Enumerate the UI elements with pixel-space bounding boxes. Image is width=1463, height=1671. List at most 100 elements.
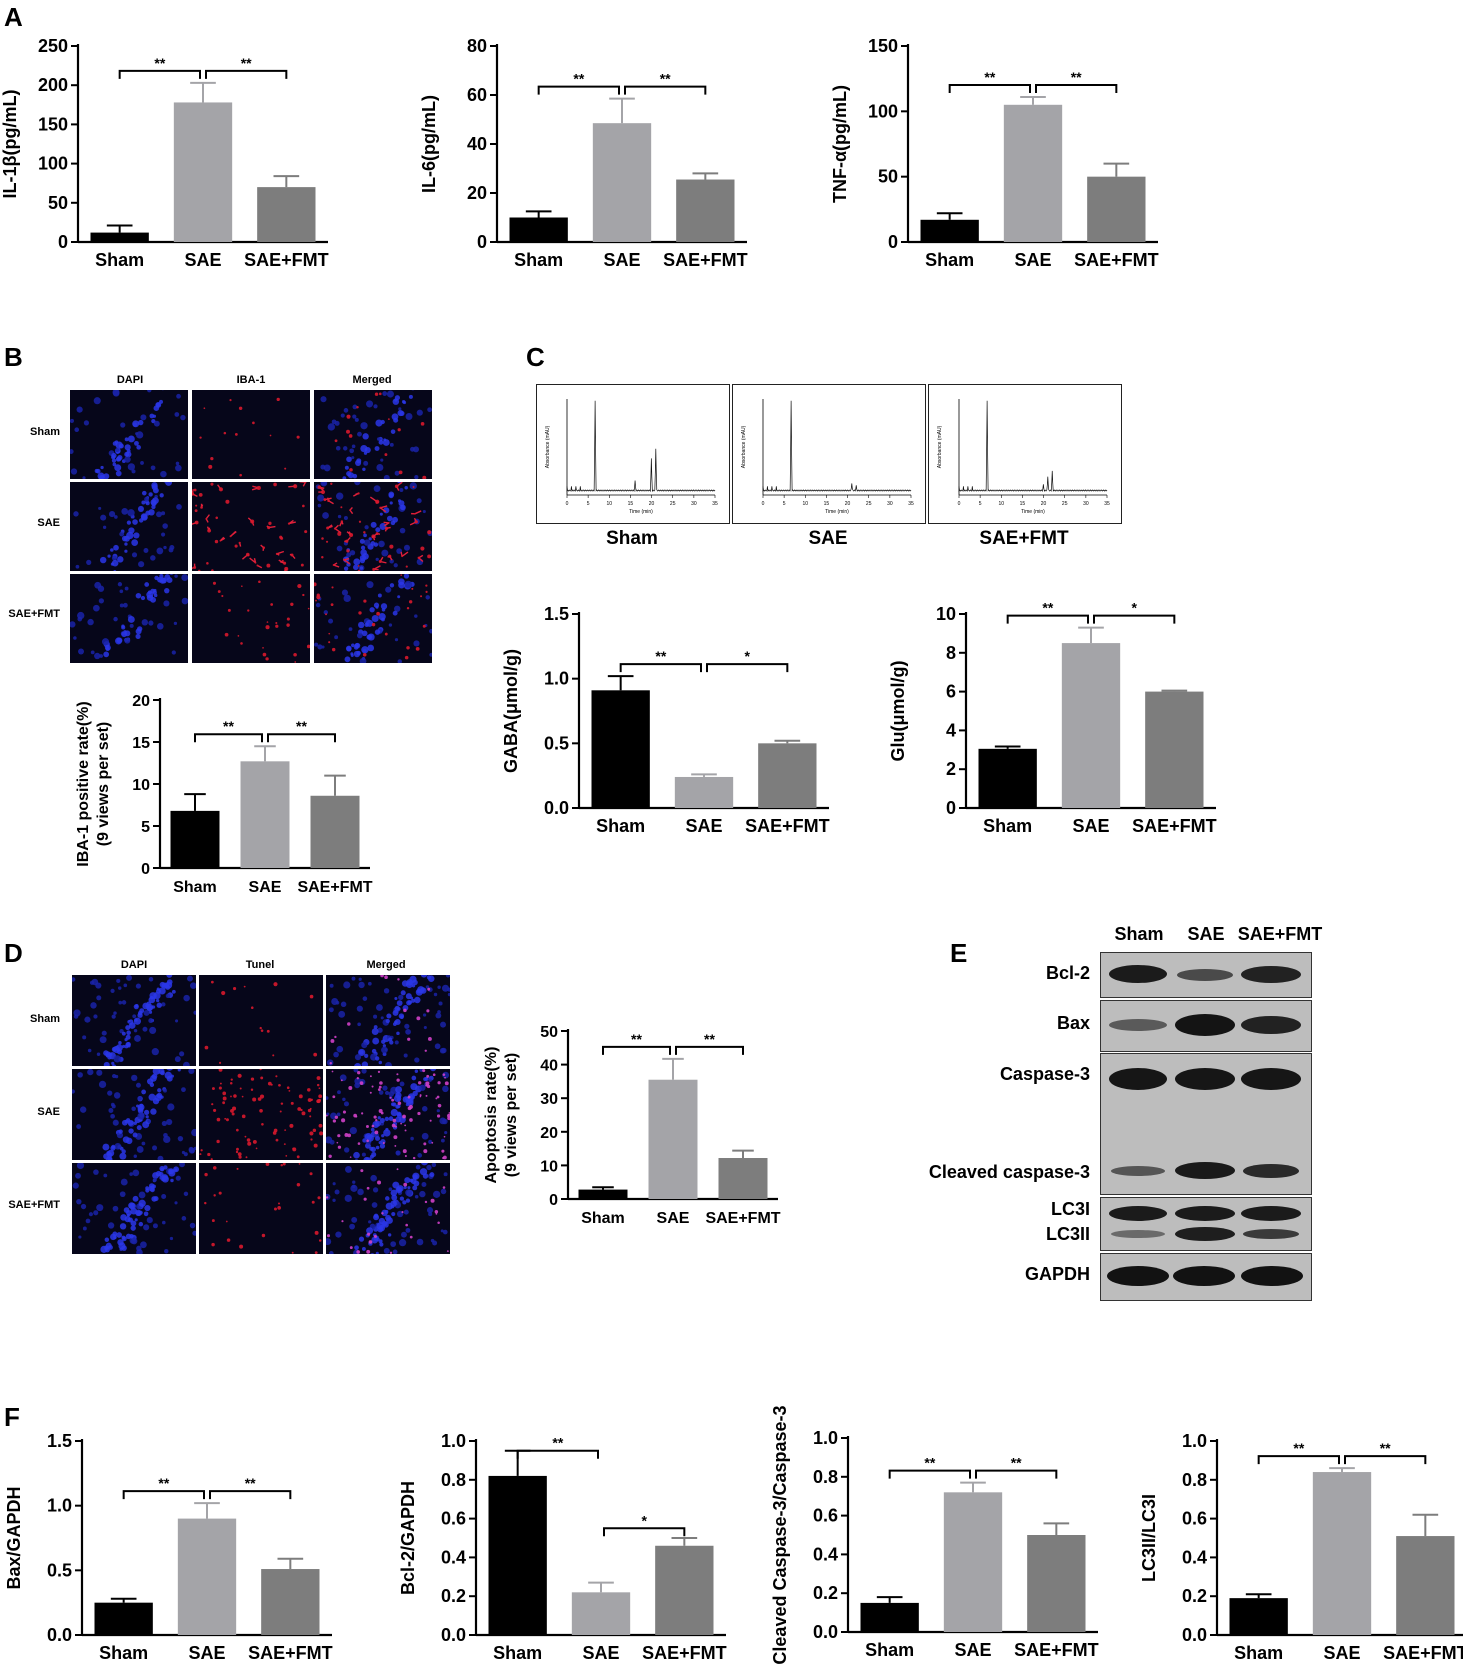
y-tick-label: 30 xyxy=(540,1091,558,1108)
significance-bracket xyxy=(1093,614,1176,624)
y-tick-label: 40 xyxy=(540,1058,558,1075)
micro-b-header-iba1: IBA-1 xyxy=(236,374,266,386)
significance-label: ** xyxy=(245,1475,256,1491)
category-label: Sham xyxy=(95,250,144,270)
bar xyxy=(758,743,817,808)
y-tick-label: 2 xyxy=(946,759,956,779)
y-tick-label: 5 xyxy=(141,819,150,836)
bar xyxy=(90,232,149,242)
y-axis-label: IL-6(pg/mL) xyxy=(419,95,439,193)
significance-bracket xyxy=(1035,83,1118,93)
significance-label: ** xyxy=(704,1031,715,1047)
micro-b-header-dapi: DAPI xyxy=(116,374,144,386)
chart-bcl2-gapdh: 0.0 0.2 0.4 0.6 0.8 1.0 Bcl-2/GAPDH Sham SAE SAE+… xyxy=(398,1431,727,1663)
micrograph-b-2-0 xyxy=(70,574,188,663)
y-tick-label: 50 xyxy=(878,167,898,187)
significance-label: ** xyxy=(241,55,252,71)
chrom-x-tick: 15 xyxy=(824,501,830,507)
bar xyxy=(310,795,360,868)
chrom-trace xyxy=(958,400,1108,493)
category-label: SAE xyxy=(685,816,722,836)
y-axis-label: Bcl-2/GAPDH xyxy=(398,1481,418,1595)
bar xyxy=(676,179,735,242)
category-label: Sham xyxy=(925,250,974,270)
blot-strip-caspase3 xyxy=(1100,1053,1312,1195)
y-tick-label: 0.4 xyxy=(1182,1547,1207,1567)
chrom-x-tick: 25 xyxy=(866,501,872,507)
micrograph-b-2-1 xyxy=(192,574,310,663)
y-axis-label: Bax/GAPDH xyxy=(4,1486,24,1589)
bar xyxy=(1229,1598,1288,1635)
bar xyxy=(509,217,568,242)
y-tick-label: 0.0 xyxy=(1182,1625,1207,1645)
micrograph-b-1-2 xyxy=(314,482,432,571)
micro-grid-b: DAPI IBA-1 Merged Sham SAE SAE+FMT xyxy=(0,370,440,670)
blot-label-lc3ii: LC3II xyxy=(1045,1224,1090,1244)
y-tick-label: 60 xyxy=(467,85,487,105)
bar xyxy=(261,1569,320,1635)
chrom-x-tick: 25 xyxy=(1062,501,1068,507)
category-label: Sham xyxy=(173,879,217,896)
y-tick-label: 0.2 xyxy=(1182,1586,1207,1606)
chrom-x-tick: 5 xyxy=(783,501,786,507)
y-tick-label: 0 xyxy=(946,798,956,818)
chart-bax-gapdh: 0.0 0.5 1.0 1.5 Bax/GAPDH Sham SAE SAE+FMT ** ** xyxy=(4,1431,333,1663)
category-label: SAE+FMT xyxy=(244,250,329,270)
category-label: SAE xyxy=(188,1643,225,1663)
category-label: SAE+FMT xyxy=(663,250,748,270)
y-tick-label: 200 xyxy=(38,75,68,95)
y-tick-label: 0.2 xyxy=(441,1586,466,1606)
y-tick-label: 15 xyxy=(132,735,150,752)
significance-label: * xyxy=(1131,600,1137,616)
y-tick-label: 1.0 xyxy=(47,1496,72,1516)
panel-letter-d: D xyxy=(4,938,23,968)
micrograph-b-0-1 xyxy=(192,390,310,479)
chrom-x-tick: 20 xyxy=(649,501,655,507)
y-axis-label: LC3II/LC3I xyxy=(1139,1494,1159,1582)
y-tick-label: 1.0 xyxy=(544,669,569,689)
chart-il6: 0 20 40 60 80 IL-6(pg/mL) Sham SAE SAE+FMT ** ** xyxy=(419,36,748,270)
bar xyxy=(571,1592,631,1635)
significance-bracket xyxy=(209,1490,292,1500)
y-tick-label: 10 xyxy=(132,777,150,794)
y-tick-label: 250 xyxy=(38,36,68,56)
chart-iba1: 0 5 10 15 20 IBA-1 positive rate(%) (9 views p… xyxy=(75,693,373,896)
blot-label-lc3i: LC3I xyxy=(1050,1199,1090,1219)
y-axis-label: Glu(μmol/g) xyxy=(888,660,908,761)
panel-letter-e: E xyxy=(950,938,968,968)
bar xyxy=(920,219,979,242)
significance-label: ** xyxy=(1042,600,1053,616)
micrograph-d-2-1 xyxy=(199,1163,323,1254)
category-label: SAE xyxy=(1323,1643,1360,1663)
significance-label: ** xyxy=(158,1475,169,1491)
blot-label-caspase3: Caspase-3 xyxy=(999,1064,1090,1084)
significance-bracket xyxy=(948,83,1031,93)
bar xyxy=(578,1189,628,1199)
y-tick-label: 1.0 xyxy=(441,1431,466,1451)
chromatogram-sae-fmt: 0 5 10 15 20 25 30 35 Time (min) Absorbance (mAU) xyxy=(928,384,1122,524)
blot-strip-lc3 xyxy=(1100,1197,1312,1251)
bar xyxy=(488,1475,547,1635)
micrograph-b-1-1 xyxy=(192,482,310,571)
significance-label: ** xyxy=(154,55,165,71)
micro-d-header-dapi: DAPI xyxy=(120,959,148,971)
bar xyxy=(718,1158,768,1199)
significance-bracket xyxy=(975,1469,1058,1479)
category-label: SAE+FMT xyxy=(705,1210,780,1227)
significance-label: ** xyxy=(1011,1455,1022,1471)
micrograph-d-2-2 xyxy=(326,1163,450,1254)
category-label: Sham xyxy=(865,1640,914,1660)
y-tick-label: 80 xyxy=(467,36,487,56)
y-axis-label: Cleaved Caspase-3/Caspase-3 xyxy=(770,1405,790,1664)
category-label: Sham xyxy=(581,1210,625,1227)
category-label: SAE xyxy=(582,1643,619,1663)
micro-b-row-sae: SAE xyxy=(37,517,60,529)
category-label: SAE+FMT xyxy=(297,879,372,896)
category-label: SAE+FMT xyxy=(1383,1643,1463,1663)
micrograph-b-1-0 xyxy=(70,482,188,571)
chrom-y-label: Absorbance (mAU) xyxy=(937,425,943,468)
y-tick-label: 10 xyxy=(540,1158,558,1175)
y-tick-label: 150 xyxy=(38,114,68,134)
chrom-trace xyxy=(762,400,912,492)
blot-label-gapdh: GAPDH xyxy=(1024,1264,1090,1284)
